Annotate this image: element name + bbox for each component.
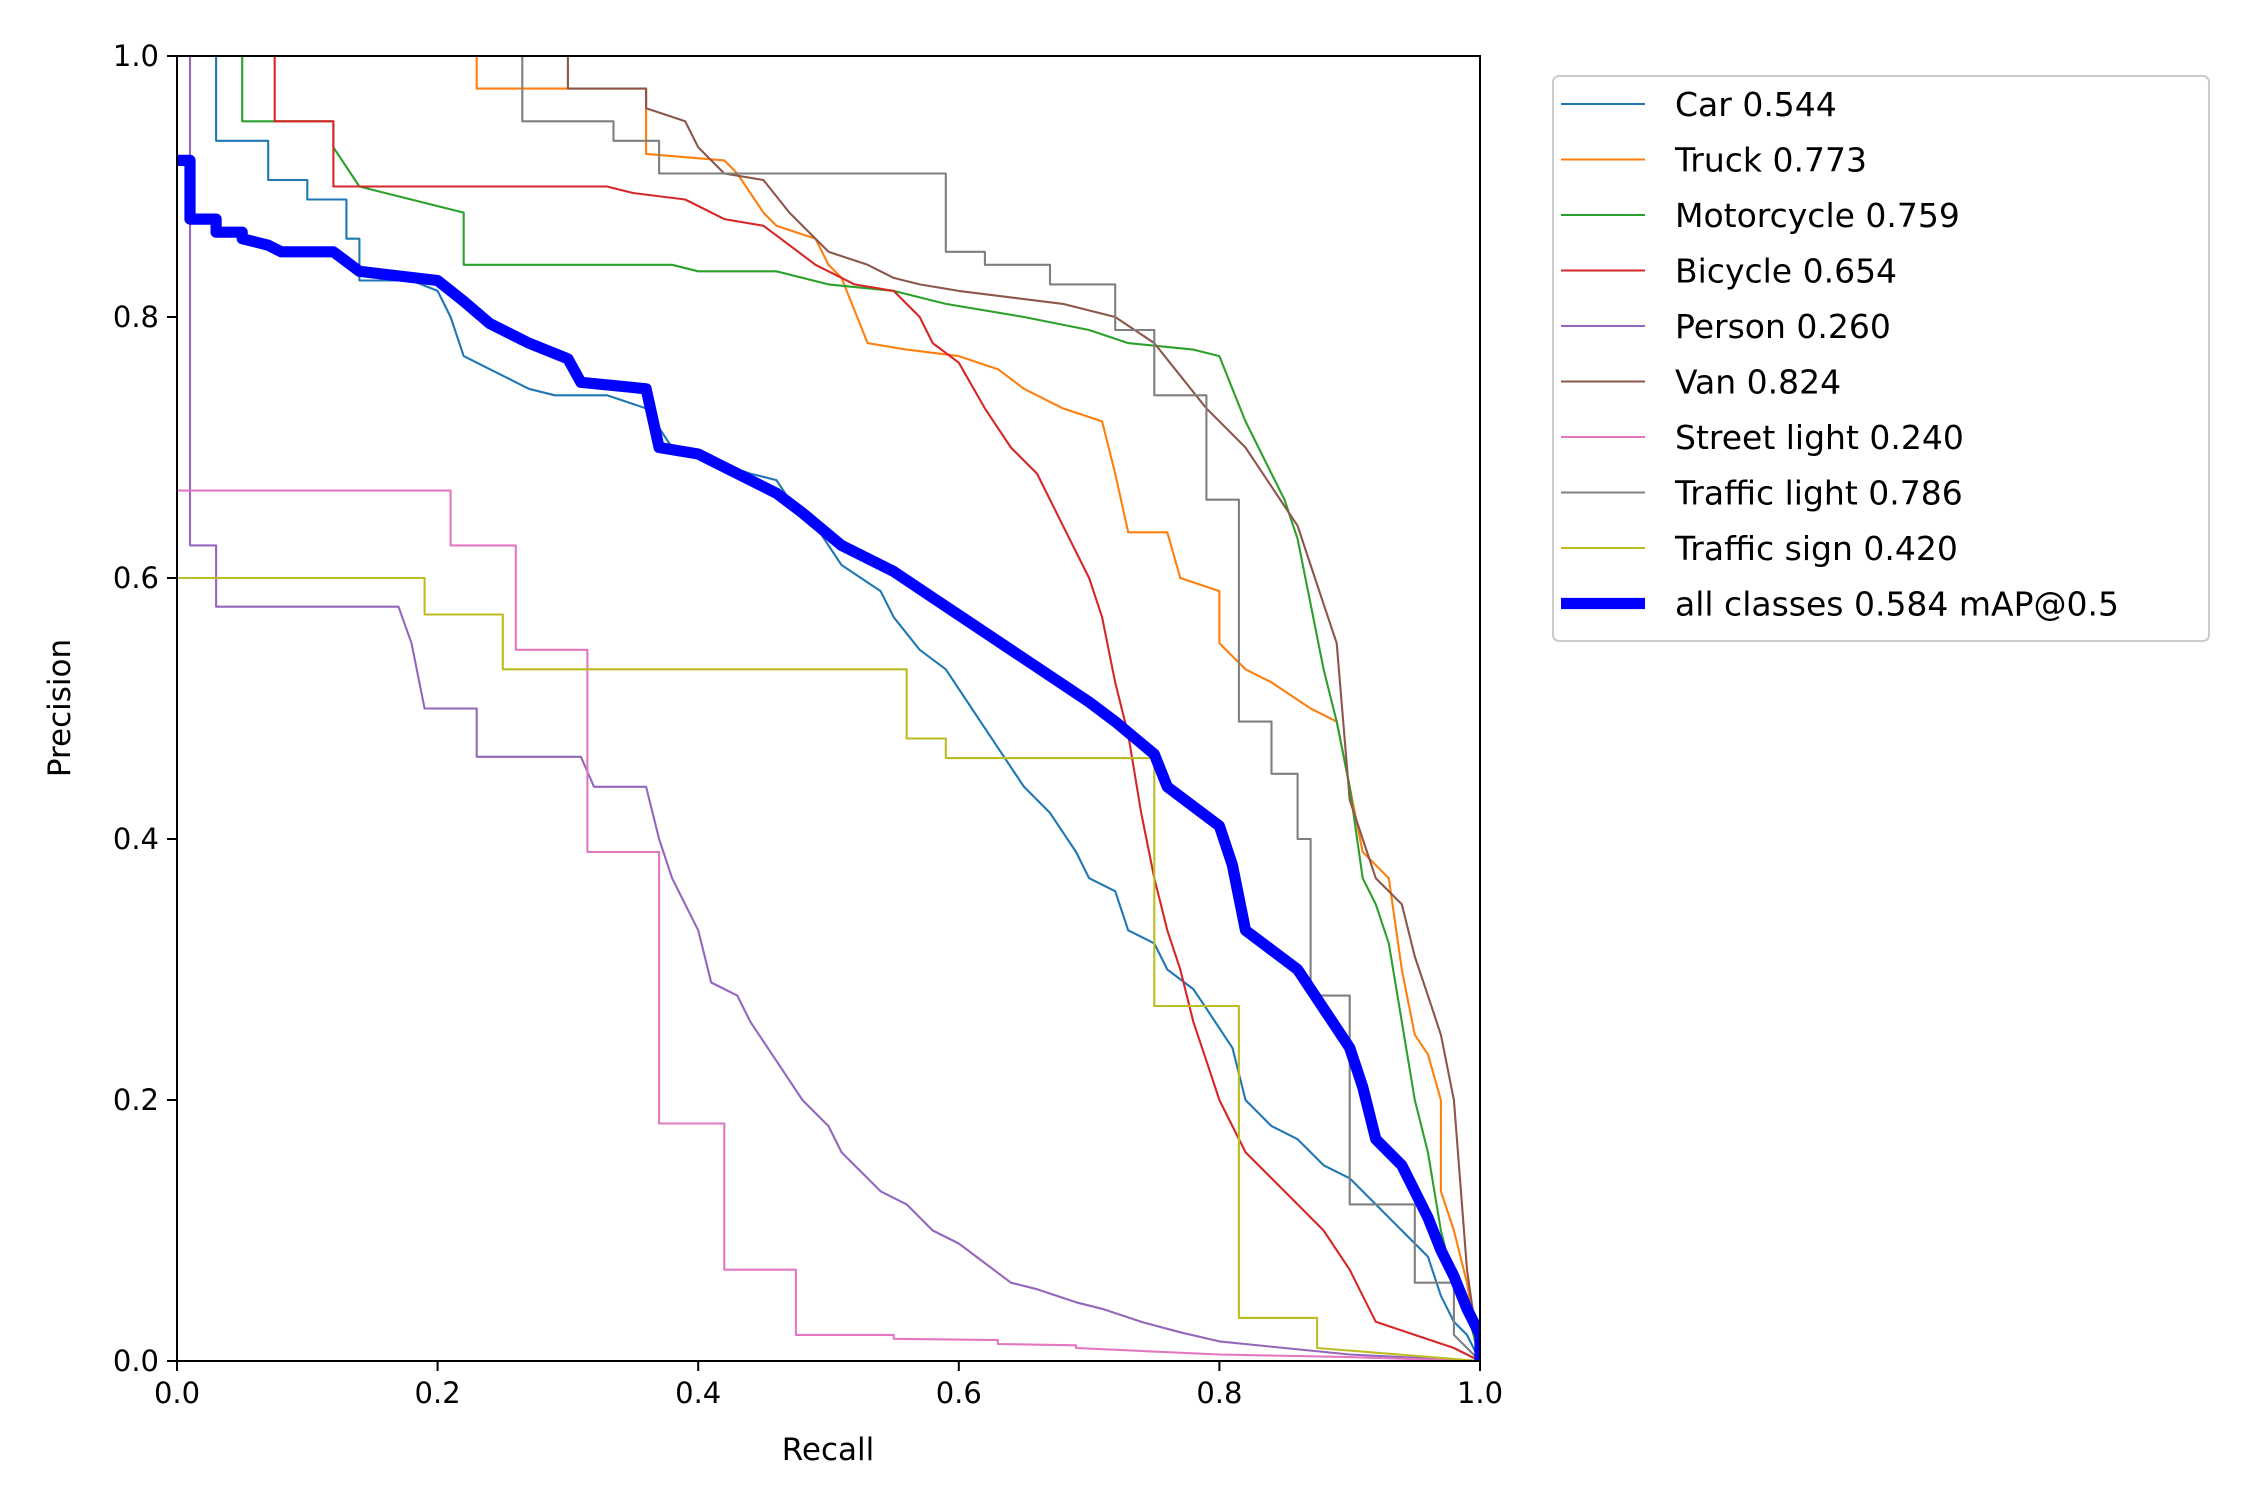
y-tick-label: 0.0 [113,1344,159,1378]
series-line-all-classes [177,154,1480,1361]
series-line-street-light [177,489,1480,1361]
series-line-car-0-544 [177,56,1480,1361]
legend-entry: Traffic sign 0.420 [1674,529,1958,568]
series-line-truck-0-773 [475,56,1480,1361]
legend-box [1552,75,2210,642]
x-tick-label: 0.6 [936,1376,982,1410]
legend-entry: Person 0.260 [1675,307,1891,346]
series-line-motorcycle-0-759 [241,56,1480,1361]
x-tick-label: 0.0 [154,1376,200,1410]
series-line-traffic-sign [177,576,1480,1361]
y-tick-label: 0.8 [113,300,159,334]
legend-entry: Traffic light 0.786 [1674,474,1963,513]
x-tick-label: 1.0 [1457,1376,1503,1410]
x-axis-label: Recall [782,1432,875,1468]
y-tick-label: 0.4 [113,822,159,856]
legend-entry: Van 0.824 [1675,363,1841,402]
series-layer [177,56,1480,1361]
legend-entry: Bicycle 0.654 [1675,252,1897,291]
y-tick-label: 1.0 [113,39,159,73]
x-tick-label: 0.4 [675,1376,721,1410]
legend-entry: all classes 0.584 mAP@0.5 [1675,585,2119,624]
y-axis-ticks: 0.0 0.2 0.4 0.6 0.8 1.0 [113,39,177,1378]
legend: Car 0.544 Truck 0.773 Motorcycle 0.759 Bicy… [1552,75,2210,642]
x-tick-label: 0.8 [1196,1376,1242,1410]
series-line-traffic-light [521,56,1480,1361]
y-axis-label: Precision [42,639,78,777]
series-line-van-0-824 [566,56,1480,1361]
plot-frame [176,55,1481,1362]
x-axis-ticks: 0.0 0.2 0.4 0.6 0.8 1.0 [154,1361,1503,1410]
y-tick-label: 0.6 [113,561,159,595]
legend-entry: Truck 0.773 [1674,141,1867,180]
x-tick-label: 0.2 [415,1376,461,1410]
legend-entry: Street light 0.240 [1675,418,1964,457]
legend-entry: Motorcycle 0.759 [1675,196,1960,235]
series-line-person-0-260 [188,56,1480,1361]
y-tick-label: 0.2 [113,1083,159,1117]
legend-entry: Car 0.544 [1675,85,1837,124]
series-line-bicycle-0-654 [273,56,1480,1361]
